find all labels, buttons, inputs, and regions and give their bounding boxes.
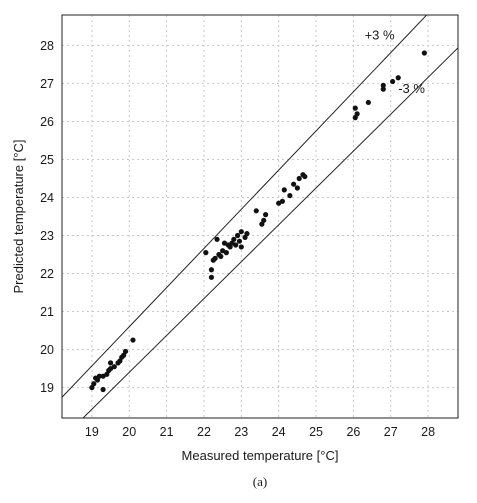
data-point (214, 236, 220, 242)
x-tick-label: 21 (160, 425, 174, 439)
data-point (296, 175, 302, 182)
data-point (352, 105, 358, 111)
band-lines (62, 15, 458, 418)
data-point (279, 198, 286, 204)
data-point (233, 242, 239, 248)
y-tick-label: 27 (40, 77, 54, 91)
data-point (96, 373, 102, 379)
data-point (100, 386, 106, 393)
data-points (89, 50, 427, 393)
y-tick-label: 28 (40, 39, 54, 53)
lower-band-label: -3 % (398, 81, 425, 96)
y-axis-label: Predicted temperature [°C] (11, 139, 26, 293)
upper-band-label: +3 % (365, 28, 395, 43)
y-tick-label: 26 (40, 115, 54, 129)
x-axis-label: Measured temperature [°C] (182, 448, 339, 463)
data-point (380, 82, 386, 88)
data-point (231, 236, 237, 242)
data-point (287, 192, 293, 199)
x-tick-label: 24 (272, 425, 286, 439)
data-point (238, 229, 244, 235)
data-point (203, 250, 209, 256)
data-point (91, 381, 97, 387)
y-tick-label: 24 (40, 191, 54, 205)
data-point (261, 217, 267, 223)
y-tick-label: 21 (40, 305, 54, 319)
data-point (236, 238, 243, 244)
data-point (130, 337, 136, 343)
y-tick-labels: 19 20 21 22 23 24 25 26 27 28 (40, 39, 54, 395)
data-point (380, 86, 386, 92)
x-tick-label: 28 (421, 425, 435, 439)
data-point (208, 274, 215, 280)
data-point (218, 253, 224, 260)
data-point (395, 75, 401, 81)
data-point (421, 50, 427, 56)
x-tick-label: 22 (197, 425, 211, 439)
data-point (263, 211, 269, 218)
x-tick-label: 26 (346, 425, 360, 439)
lower-band-line (82, 47, 458, 418)
y-tick-label: 20 (40, 343, 54, 357)
data-point (354, 111, 360, 117)
data-point (234, 232, 241, 239)
data-point (281, 187, 287, 193)
figure-caption: (a) (253, 474, 267, 489)
data-point (223, 250, 229, 256)
x-tick-labels: 19 20 21 22 23 24 25 26 27 28 (85, 425, 435, 439)
data-point (291, 181, 297, 187)
data-point (238, 244, 244, 250)
x-tick-label: 23 (234, 425, 248, 439)
data-point (390, 78, 396, 85)
x-tick-label: 27 (384, 425, 398, 439)
x-tick-label: 19 (85, 425, 99, 439)
data-point (302, 173, 308, 180)
x-tick-label: 20 (122, 425, 136, 439)
data-point (365, 99, 371, 106)
data-point (212, 255, 218, 261)
y-tick-label: 22 (40, 267, 54, 281)
data-point (107, 360, 114, 366)
y-tick-label: 19 (40, 381, 54, 395)
plot-frame (61, 14, 459, 419)
x-tick-label: 25 (309, 425, 323, 439)
data-point (122, 348, 129, 355)
upper-band-line (62, 15, 428, 398)
data-point (208, 267, 215, 273)
data-point (253, 208, 259, 214)
data-point (244, 231, 250, 237)
data-point (294, 185, 300, 191)
y-tick-label: 23 (40, 229, 54, 243)
data-point (111, 364, 117, 370)
y-tick-label: 25 (40, 153, 54, 167)
